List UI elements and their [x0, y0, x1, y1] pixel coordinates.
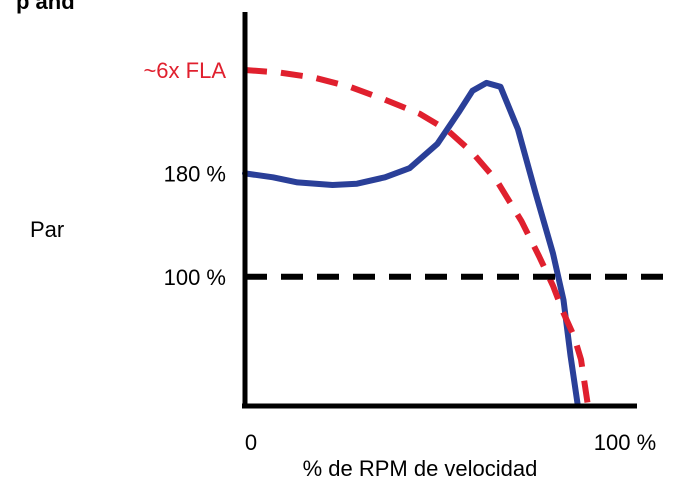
series-layer — [242, 67, 672, 407]
axes-layer — [242, 12, 637, 409]
header-fragment-text: p and — [16, 0, 75, 14]
x-tick-label: 0 — [245, 430, 257, 455]
tick-labels: 0 100 % 180 % 100 % ~6x FLA — [143, 58, 656, 455]
x-axis-label: % de RPM de velocidad — [303, 456, 538, 481]
current-curve — [244, 67, 591, 407]
x-tick-label: 100 % — [594, 430, 656, 455]
y-tick-label: 180 % — [164, 161, 226, 186]
motor-torque-curve — [242, 79, 581, 407]
y-tick-label: ~6x FLA — [143, 58, 226, 83]
y-axis-label: Par — [30, 217, 64, 242]
y-tick-label: 100 % — [164, 265, 226, 290]
